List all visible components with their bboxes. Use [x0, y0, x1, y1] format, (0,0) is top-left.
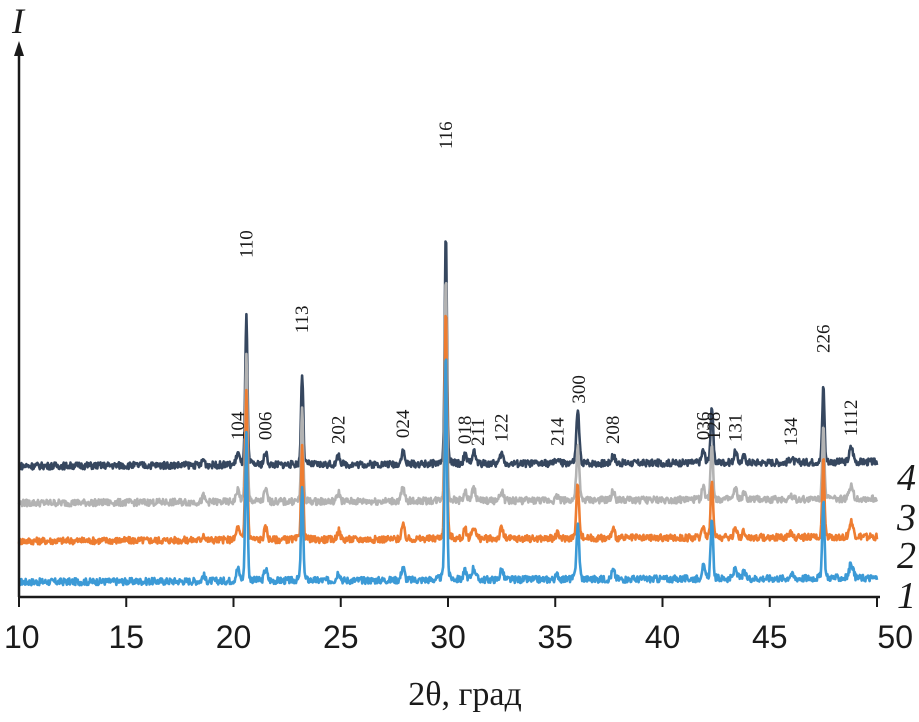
peak-label: 104	[228, 411, 249, 440]
x-tick-label: 45	[752, 619, 788, 655]
peak-label: 214	[547, 417, 568, 446]
curve-number-2: 2	[897, 535, 916, 577]
peak-label: 1112	[841, 400, 862, 437]
y-axis-title: I	[11, 1, 26, 41]
x-tick-label: 30	[430, 619, 466, 655]
x-axis-title: 2θ, град	[408, 676, 522, 713]
xrd-curves	[17, 240, 879, 587]
x-tick-label: 15	[108, 619, 144, 655]
x-tick-label: 20	[216, 619, 252, 655]
peak-label: 202	[329, 416, 350, 445]
curve-number-4: 4	[897, 457, 916, 499]
peak-label: 131	[725, 414, 746, 443]
peak-label: 024	[393, 409, 414, 438]
peak-label: 122	[492, 414, 513, 443]
xrd-series-1	[18, 358, 879, 587]
y-axis-arrow	[14, 41, 24, 56]
x-tick-label: 50	[877, 619, 913, 655]
x-tick-label: 25	[323, 619, 359, 655]
curve-number-3: 3	[896, 497, 916, 539]
peak-label: 300	[569, 375, 590, 404]
peak-label: 116	[436, 121, 457, 149]
peak-label: 036	[693, 412, 714, 441]
x-tick-label: 10	[4, 619, 40, 655]
x-tick-label: 40	[645, 619, 681, 655]
x-tick-labels: 10 15 20 25 30 35 40 45 50	[4, 619, 913, 655]
peak-label: 226	[813, 325, 834, 354]
peak-label: 211	[468, 418, 489, 446]
peak-label: 110	[236, 230, 257, 258]
peak-label: 134	[781, 417, 802, 446]
curve-number-1: 1	[897, 575, 916, 617]
peak-label: 006	[256, 412, 277, 441]
peak-label: 208	[603, 416, 624, 445]
peak-label: 113	[292, 305, 313, 333]
x-tick-label: 35	[537, 619, 573, 655]
x-ticks	[18, 597, 878, 607]
peak-label: 018	[455, 416, 476, 445]
peak-label: 128	[704, 412, 725, 441]
